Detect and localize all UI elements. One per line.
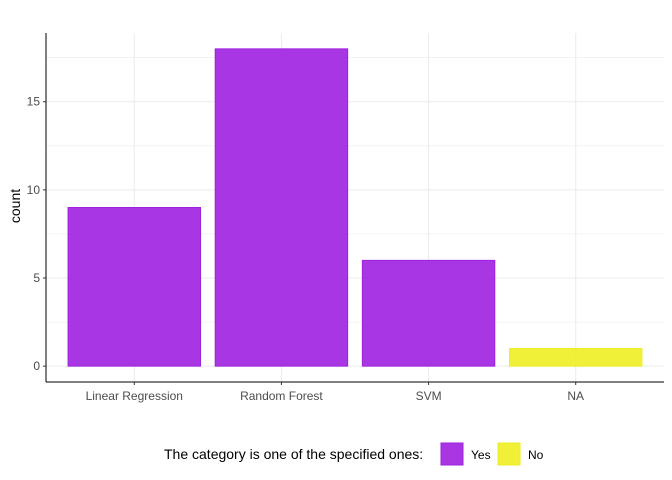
y-axis-ticks: 0 5 10 15 (27, 95, 46, 373)
legend-title: The category is one of the specified one… (164, 446, 423, 462)
bar-svm (361, 259, 496, 367)
y-tick-label: 0 (33, 359, 40, 373)
x-tick-label: NA (567, 389, 584, 403)
bar-na (509, 348, 643, 367)
legend-items: Yes No (440, 442, 544, 466)
x-tick-label: SVM (416, 389, 442, 403)
y-tick-label: 5 (33, 271, 40, 285)
bar-linear-regression (67, 207, 201, 367)
legend: The category is one of the specified one… (164, 442, 544, 466)
y-tick-label: 15 (27, 95, 41, 109)
legend-key-yes (440, 442, 464, 466)
y-tick-label: 10 (27, 183, 41, 197)
bar-random-forest (214, 48, 349, 367)
legend-label-yes: Yes (471, 448, 491, 462)
x-tick-label: Random Forest (240, 389, 323, 403)
x-axis-ticks: Linear Regression Random Forest SVM NA (86, 382, 584, 403)
legend-label-no: No (528, 448, 544, 462)
y-axis-title: count (7, 189, 23, 223)
bars (67, 48, 643, 367)
legend-key-no (497, 442, 521, 466)
axes (45, 33, 664, 383)
x-tick-label: Linear Regression (86, 389, 183, 403)
